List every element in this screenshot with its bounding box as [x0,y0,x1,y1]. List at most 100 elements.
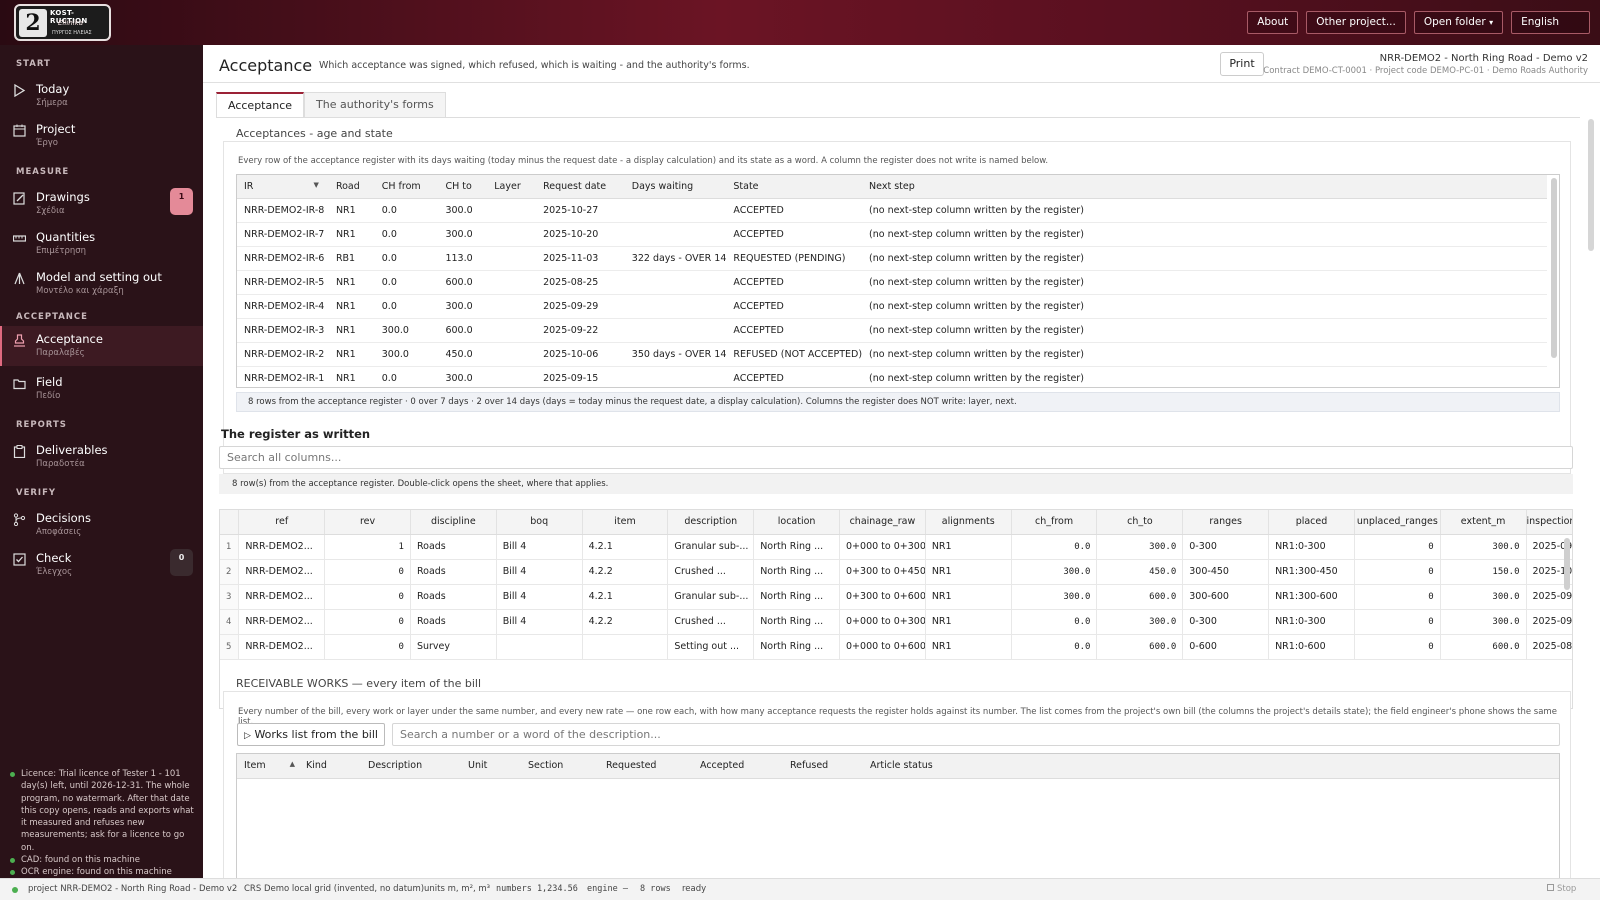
cell-description: Setting out ... [667,634,755,660]
cell-layer [487,222,537,247]
column-header[interactable]: State [726,175,863,199]
register-v-scrollbar[interactable] [1564,538,1570,590]
sidebar-item-label: Project [36,122,76,136]
sidebar-item-deliverables[interactable]: Deliverables Παραδοτέα [0,439,203,479]
column-header[interactable]: extent_m [1440,510,1527,535]
status-crs: CRS Demo local grid (invented, no datum) [244,884,425,894]
column-header[interactable]: Refused [783,754,863,779]
sidebar-item-label: Check [36,551,72,565]
column-header[interactable]: description [667,510,755,535]
table-row[interactable]: 5 NRR-DEMO2... 0 Survey Setting out ... North… [220,634,1572,660]
sidebar-item-sublabel: Επιμέτρηση [36,246,87,256]
sidebar-item-check[interactable]: Check Έλεγχος 0 [0,547,203,587]
column-header[interactable]: Kind [299,754,361,779]
table-row[interactable]: 2 NRR-DEMO2... 0 Roads Bill 4 4.2.2 Crushed ..… [220,559,1572,585]
cell-unplaced-ranges: 0 [1354,584,1441,610]
column-header[interactable]: Section [521,754,599,779]
works-table: Item ▲ Kind Description Unit Section Requested… [237,754,1559,779]
column-header[interactable] [220,510,240,535]
column-header[interactable]: ref [238,510,326,535]
column-header[interactable]: Accepted [693,754,783,779]
table-row[interactable]: NRR-DEMO2-IR-6 RB1 0.0 113.0 2025-11-03 322 d… [237,246,1547,271]
section-measure: MEASURE [16,167,70,177]
cell-state: REQUESTED (PENDING) [726,246,863,271]
cell-layer [487,294,537,319]
cell-road: NR1 [328,222,375,247]
section-reports: REPORTS [16,420,67,430]
column-header[interactable]: inspection_date [1526,510,1572,535]
column-header[interactable]: unplaced_ranges [1354,510,1441,535]
cell-unplaced-ranges: 0 [1354,634,1441,660]
column-header[interactable]: Layer [487,175,537,199]
main-scrollbar[interactable] [1588,119,1594,251]
cell-boq: Bill 4 [496,609,583,635]
tab-acceptance[interactable]: Acceptance [216,92,305,117]
sidebar-item-field[interactable]: Field Πεδίο [0,371,203,411]
sidebar-item-model[interactable]: Model and setting out Μοντέλο και χάραξη [0,266,203,306]
table-row[interactable]: NRR-DEMO2-IR-5 NR1 0.0 600.0 2025-08-25 ACCEP… [237,270,1547,295]
table-row[interactable]: NRR-DEMO2-IR-3 NR1 300.0 600.0 2025-09-22 ACC… [237,318,1547,343]
sidebar-item-quantities[interactable]: Quantities Επιμέτρηση [0,226,203,266]
column-header[interactable]: Road [328,175,375,199]
other-project-button[interactable]: Other project... [1306,11,1406,34]
column-header[interactable]: Unit [461,754,521,779]
column-header[interactable]: Item ▲ [237,754,299,779]
cell-ch-to: 113.0 [438,246,488,271]
cell-chainage-raw: 0+300 to 0+600 [839,584,926,610]
table-row[interactable]: 4 NRR-DEMO2... 0 Roads Bill 4 4.2.2 Crushed ..… [220,609,1572,635]
column-header[interactable]: chainage_raw [839,510,926,535]
table-row[interactable]: NRR-DEMO2-IR-1 NR1 0.0 300.0 2025-09-15 ACCEP… [237,366,1547,387]
acceptances-scrollbar[interactable] [1551,178,1557,358]
sidebar-item-drawings[interactable]: Drawings Σχέδια 1 [0,186,203,226]
language-select[interactable]: English [1511,11,1590,34]
column-header[interactable]: rev [324,510,411,535]
table-row[interactable]: NRR-DEMO2-IR-8 NR1 0.0 300.0 2025-10-27 ACCEP… [237,198,1547,223]
column-header[interactable]: Description [361,754,461,779]
cell-ch-from: 300.0 [1011,584,1098,610]
stop-button[interactable]: Stop [1547,884,1576,894]
cell-road: NR1 [328,270,375,295]
print-button[interactable]: Print [1220,52,1264,76]
table-row[interactable]: 3 NRR-DEMO2... 0 Roads Bill 4 4.2.1 Granular s… [220,584,1572,610]
column-header[interactable]: ch_to [1096,510,1184,535]
column-header[interactable]: Next step [862,175,1547,199]
register-table-wrap: ref rev discipline boq item description locati… [219,509,1573,709]
acceptances-table: IR ▼ Road CH from CH to Layer Request date Days… [237,175,1547,387]
column-header[interactable]: discipline [410,510,497,535]
column-header[interactable]: alignments [925,510,1012,535]
project-meta: Contract DEMO-CT-0001 · Project code DEM… [1263,66,1588,76]
status-units: units m, m², m³ [424,884,491,894]
app-logo[interactable]: 2 KOST-RUCTION Ellinika ΠΥΡΓΟΣ ΗΛΕΙΑΣ [14,4,111,41]
works-list-button[interactable]: ▷ Works list from the bill [237,723,385,746]
register-search-input[interactable]: Search all columns... [219,446,1573,469]
tab-authority-forms[interactable]: The authority's forms [304,92,446,117]
table-row[interactable]: NRR-DEMO2-IR-7 NR1 0.0 300.0 2025-10-20 ACCEP… [237,222,1547,247]
column-header[interactable]: Requested [599,754,693,779]
open-folder-button[interactable]: Open folder ▾ [1413,11,1504,34]
table-row[interactable]: NRR-DEMO2-IR-2 NR1 300.0 450.0 2025-10-06 350… [237,342,1547,367]
sidebar-item-project[interactable]: Project Έργο [0,118,203,158]
column-header[interactable]: CH to [438,175,488,199]
column-header[interactable]: ch_from [1011,510,1098,535]
column-header[interactable]: Article status [863,754,1559,779]
table-row[interactable]: 1 NRR-DEMO2... 1 Roads Bill 4 4.2.1 Granular s… [220,534,1572,560]
survey-icon [12,272,26,286]
column-header[interactable]: ranges [1182,510,1270,535]
table-row[interactable]: NRR-DEMO2-IR-4 NR1 0.0 300.0 2025-09-29 ACCEP… [237,294,1547,319]
sidebar-item-sublabel: Παραδοτέα [36,459,85,469]
column-header[interactable]: location [753,510,841,535]
column-header[interactable]: placed [1268,510,1355,535]
works-search-input[interactable]: Search a number or a word of the descrip… [392,723,1560,746]
sidebar-item-today[interactable]: Today Σήμερα [0,78,203,118]
column-header[interactable]: boq [496,510,583,535]
clipboard-icon [12,445,26,459]
column-header[interactable]: item [582,510,669,535]
column-header[interactable]: CH from [374,175,439,199]
about-button[interactable]: About [1247,11,1299,34]
column-header[interactable]: IR ▼ [237,175,329,199]
sidebar-item-acceptance[interactable]: Acceptance Παραλαβές [0,326,203,366]
cell-ref: NRR-DEMO2... [238,634,326,660]
column-header[interactable]: Request date [536,175,625,199]
column-header[interactable]: Days waiting [624,175,727,199]
sidebar-item-decisions[interactable]: Decisions Αποφάσεις [0,507,203,547]
